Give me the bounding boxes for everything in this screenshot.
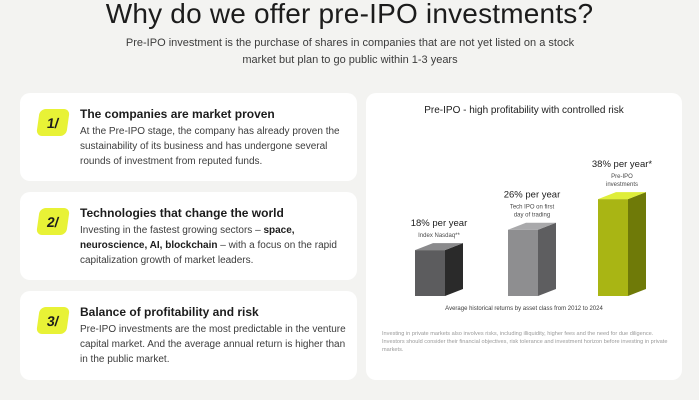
disclaimer-line: Investing in private markets also involv… xyxy=(382,331,654,337)
bar-top xyxy=(415,243,463,251)
card-title: Technologies that change the world xyxy=(80,206,284,220)
card-balance: 3/ Balance of profitability and risk Pre… xyxy=(20,291,357,380)
page-title: Why do we offer pre-IPO investments? xyxy=(105,0,594,29)
badge-3: 3/ xyxy=(36,307,70,334)
chart-caption: Average historical returns by asset clas… xyxy=(445,306,603,312)
bar-front xyxy=(598,199,628,296)
card-text-suffix: – with a focus on the rapid capitalizati… xyxy=(80,240,337,266)
card-text: At the Pre-IPO stage, the company has al… xyxy=(80,126,340,167)
bar-side xyxy=(538,222,556,296)
card-text: Investing in the fastest growing sectors… xyxy=(80,223,352,268)
bar-1 xyxy=(415,243,463,296)
bar-2 xyxy=(508,222,556,296)
returns-chart-panel: Pre-IPO - high profitability with contro… xyxy=(366,93,682,380)
card-title: Balance of profitability and risk xyxy=(80,305,259,319)
card-text-sectors: space, neuroscience, AI, blockchain xyxy=(80,225,295,251)
card-text: Pre-IPO investments are the most predict… xyxy=(80,324,346,365)
bar-side xyxy=(445,243,463,296)
badge-1: 1/ xyxy=(36,109,70,136)
risk-disclaimer: Investing in private markets also involv… xyxy=(382,331,674,354)
page-subtitle: Pre-IPO investment is the purchase of sh… xyxy=(125,37,575,66)
chart-title: Pre-IPO - high profitability with contro… xyxy=(424,105,624,116)
bar-category-label: Pre-IPO investments xyxy=(606,174,638,188)
card-title: The companies are market proven xyxy=(80,107,275,121)
bar-value-label: 26% per year xyxy=(504,190,561,201)
bar-value-label: 38% per year* xyxy=(592,159,653,170)
card-technologies: 2/ Technologies that change the world In… xyxy=(20,192,357,280)
bar-top xyxy=(508,222,556,230)
returns-bar-chart: 18% per year Index Nasdaq** 26% per year Te… xyxy=(411,159,653,296)
bar-front xyxy=(415,250,445,296)
bar-value-label: 18% per year xyxy=(411,218,468,229)
bar-3 xyxy=(598,192,646,296)
bar-category-label: Index Nasdaq** xyxy=(418,233,460,239)
bar-category-label: Tech IPO on first day of trading xyxy=(510,205,555,219)
bar-side xyxy=(628,192,646,296)
bar-front xyxy=(508,229,538,296)
badge-2: 2/ xyxy=(36,208,70,235)
disclaimer-line: Investors should consider their financia… xyxy=(382,338,668,353)
card-market-proven: 1/ The companies are market proven At th… xyxy=(20,93,357,181)
bar-top xyxy=(598,192,646,200)
card-text-prefix: Investing in the fastest growing sectors… xyxy=(80,225,264,236)
